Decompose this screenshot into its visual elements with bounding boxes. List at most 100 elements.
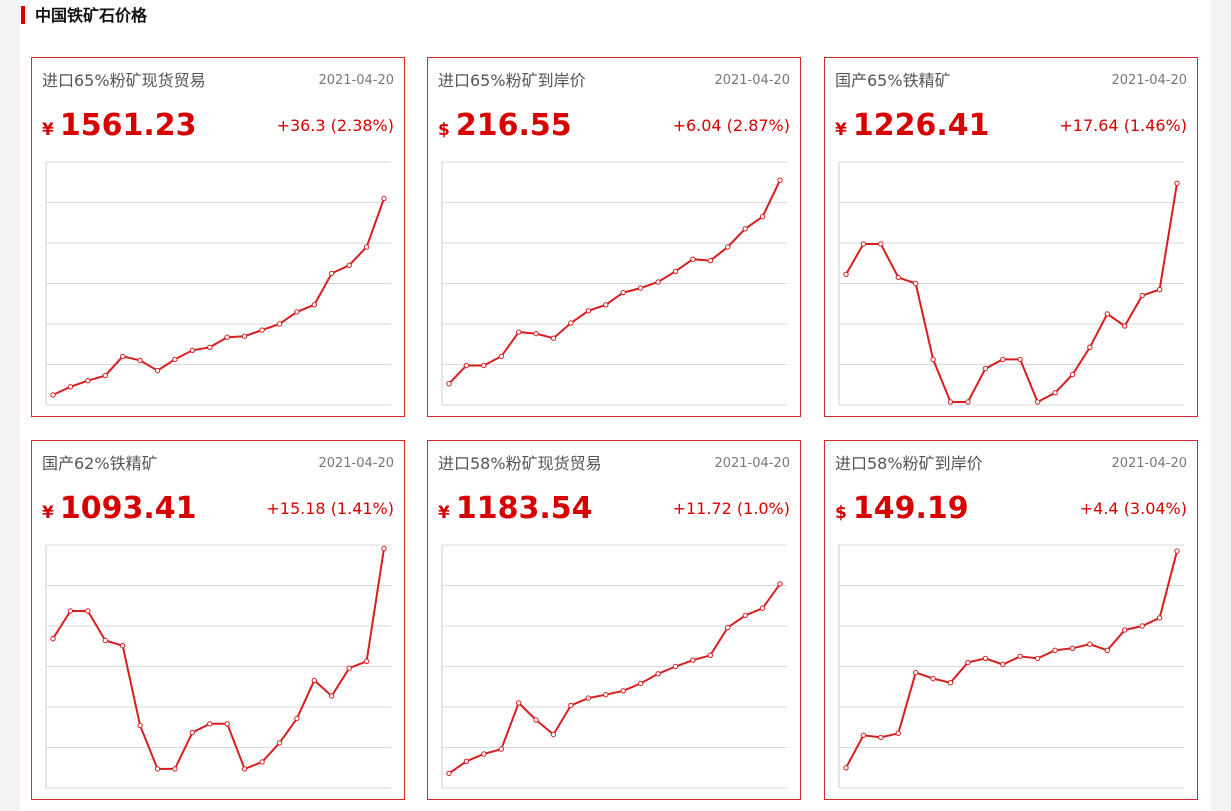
data-point[interactable] [895,730,901,737]
data-point[interactable] [895,274,901,281]
data-point[interactable] [637,285,644,291]
data-point[interactable] [843,765,849,771]
price-line-chart[interactable] [45,544,392,789]
price-card[interactable]: 国产62%铁精矿 2021-04-20 ¥1093.41 +15.18 (1.4… [31,440,405,800]
data-point[interactable] [690,657,696,663]
data-point[interactable] [637,680,644,687]
data-point[interactable] [1104,647,1110,654]
data-point[interactable] [120,353,126,360]
data-point[interactable] [102,372,108,379]
data-point[interactable] [690,256,696,262]
data-point[interactable] [982,655,989,662]
data-point[interactable] [707,258,713,264]
data-point[interactable] [843,271,849,278]
data-point[interactable] [137,722,143,729]
data-point[interactable] [1087,344,1093,351]
data-point[interactable] [725,244,731,250]
data-point[interactable] [1122,323,1128,329]
data-point[interactable] [742,612,748,619]
data-point[interactable] [481,362,487,369]
data-point[interactable] [241,333,248,339]
data-point[interactable] [1156,615,1163,621]
data-point[interactable] [759,605,766,611]
data-point[interactable] [620,688,626,694]
price-card[interactable]: 进口58%粉矿到岸价 2021-04-20 $149.19 +4.4 (3.04… [824,440,1198,800]
price-line-chart[interactable] [45,161,392,406]
data-point[interactable] [1139,292,1145,299]
data-point[interactable] [759,214,766,220]
data-point[interactable] [189,347,196,354]
data-point[interactable] [346,665,352,671]
data-point[interactable] [172,356,178,363]
data-point[interactable] [446,770,452,777]
data-point[interactable] [137,357,143,364]
data-point[interactable] [603,692,609,698]
data-point[interactable] [913,280,919,287]
data-point[interactable] [1174,180,1180,186]
data-point[interactable] [620,289,626,296]
data-point[interactable] [568,702,574,709]
data-point[interactable] [1017,653,1023,660]
data-point[interactable] [363,658,370,665]
data-point[interactable] [381,545,387,552]
data-point[interactable] [329,693,335,699]
price-card[interactable]: 进口65%粉矿现货贸易 2021-04-20 ¥1561.23 +36.3 (2… [31,57,405,417]
data-point[interactable] [777,581,783,587]
data-point[interactable] [1052,390,1058,396]
data-point[interactable] [1104,311,1110,317]
data-point[interactable] [154,367,161,374]
data-point[interactable] [655,671,661,677]
data-point[interactable] [603,302,609,308]
data-point[interactable] [259,759,265,765]
data-point[interactable] [860,241,867,247]
data-point[interactable] [381,195,387,202]
data-point[interactable] [50,392,56,398]
data-point[interactable] [294,309,300,315]
data-point[interactable] [1069,645,1076,652]
data-point[interactable] [878,241,884,247]
data-point[interactable] [947,399,954,405]
data-point[interactable] [672,268,679,275]
price-card[interactable]: 国产65%铁精矿 2021-04-20 ¥1226.41 +17.64 (1.4… [824,57,1198,417]
data-point[interactable] [550,335,557,341]
data-point[interactable] [777,177,783,183]
data-point[interactable] [189,729,196,736]
data-point[interactable] [50,636,56,642]
data-point[interactable] [1139,623,1145,629]
data-point[interactable] [1034,399,1041,405]
data-point[interactable] [742,226,748,232]
data-point[interactable] [259,327,265,333]
data-point[interactable] [85,608,91,614]
price-line-chart[interactable] [838,544,1185,789]
data-point[interactable] [67,384,74,390]
data-point[interactable] [1034,655,1041,662]
data-point[interactable] [860,732,867,739]
data-point[interactable] [329,270,335,277]
data-point[interactable] [1000,661,1006,668]
data-point[interactable] [102,637,108,644]
data-point[interactable] [276,740,283,746]
data-point[interactable] [363,244,370,250]
data-point[interactable] [707,652,713,659]
data-point[interactable] [550,731,557,738]
data-point[interactable] [346,262,352,269]
data-point[interactable] [585,695,592,701]
data-point[interactable] [463,362,470,369]
data-point[interactable] [1122,627,1128,633]
data-point[interactable] [725,624,731,631]
data-point[interactable] [154,766,161,772]
data-point[interactable] [1087,641,1093,647]
data-point[interactable] [930,675,936,682]
data-point[interactable] [1017,356,1023,363]
data-point[interactable] [67,608,74,614]
data-point[interactable] [533,717,539,723]
data-point[interactable] [1174,548,1180,554]
data-point[interactable] [481,751,487,757]
data-point[interactable] [516,700,522,706]
price-card[interactable]: 进口58%粉矿现货贸易 2021-04-20 ¥1183.54 +11.72 (… [427,440,801,800]
price-line-chart[interactable] [441,161,788,406]
data-point[interactable] [965,659,971,666]
data-point[interactable] [568,320,574,326]
data-point[interactable] [1069,371,1076,378]
data-point[interactable] [516,329,522,335]
